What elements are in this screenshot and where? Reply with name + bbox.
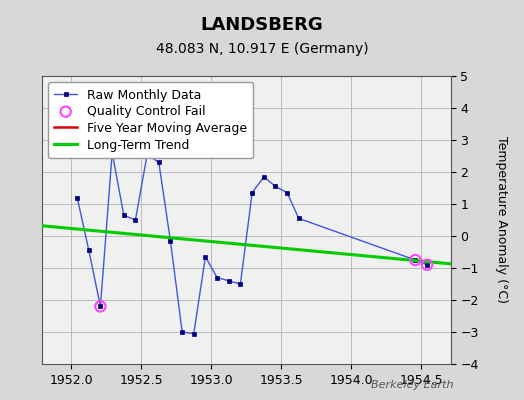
Raw Monthly Data bbox=[237, 282, 244, 286]
Raw Monthly Data bbox=[296, 216, 302, 221]
Raw Monthly Data bbox=[97, 304, 104, 309]
Y-axis label: Temperature Anomaly (°C): Temperature Anomaly (°C) bbox=[495, 136, 508, 304]
Raw Monthly Data bbox=[167, 238, 173, 243]
Text: Berkeley Earth: Berkeley Earth bbox=[371, 380, 453, 390]
Quality Control Fail bbox=[96, 303, 105, 310]
Raw Monthly Data bbox=[144, 152, 150, 157]
Raw Monthly Data bbox=[249, 190, 255, 195]
Quality Control Fail bbox=[423, 262, 431, 268]
Quality Control Fail bbox=[411, 257, 420, 263]
Raw Monthly Data bbox=[424, 262, 430, 267]
Raw Monthly Data bbox=[284, 190, 290, 195]
Raw Monthly Data bbox=[121, 213, 127, 218]
Raw Monthly Data bbox=[109, 150, 115, 155]
Text: 48.083 N, 10.917 E (Germany): 48.083 N, 10.917 E (Germany) bbox=[156, 42, 368, 56]
Raw Monthly Data bbox=[85, 248, 92, 253]
Raw Monthly Data bbox=[132, 218, 138, 222]
Raw Monthly Data bbox=[156, 160, 162, 165]
Line: Raw Monthly Data: Raw Monthly Data bbox=[75, 151, 429, 336]
Raw Monthly Data bbox=[214, 275, 220, 280]
Text: LANDSBERG: LANDSBERG bbox=[201, 16, 323, 34]
Legend: Raw Monthly Data, Quality Control Fail, Five Year Moving Average, Long-Term Tren: Raw Monthly Data, Quality Control Fail, … bbox=[48, 82, 253, 158]
Raw Monthly Data bbox=[179, 330, 185, 334]
Raw Monthly Data bbox=[226, 278, 232, 283]
Raw Monthly Data bbox=[191, 331, 197, 336]
Raw Monthly Data bbox=[272, 184, 279, 189]
Raw Monthly Data bbox=[74, 195, 80, 200]
Raw Monthly Data bbox=[202, 254, 209, 259]
Raw Monthly Data bbox=[260, 174, 267, 179]
Raw Monthly Data bbox=[412, 258, 419, 262]
